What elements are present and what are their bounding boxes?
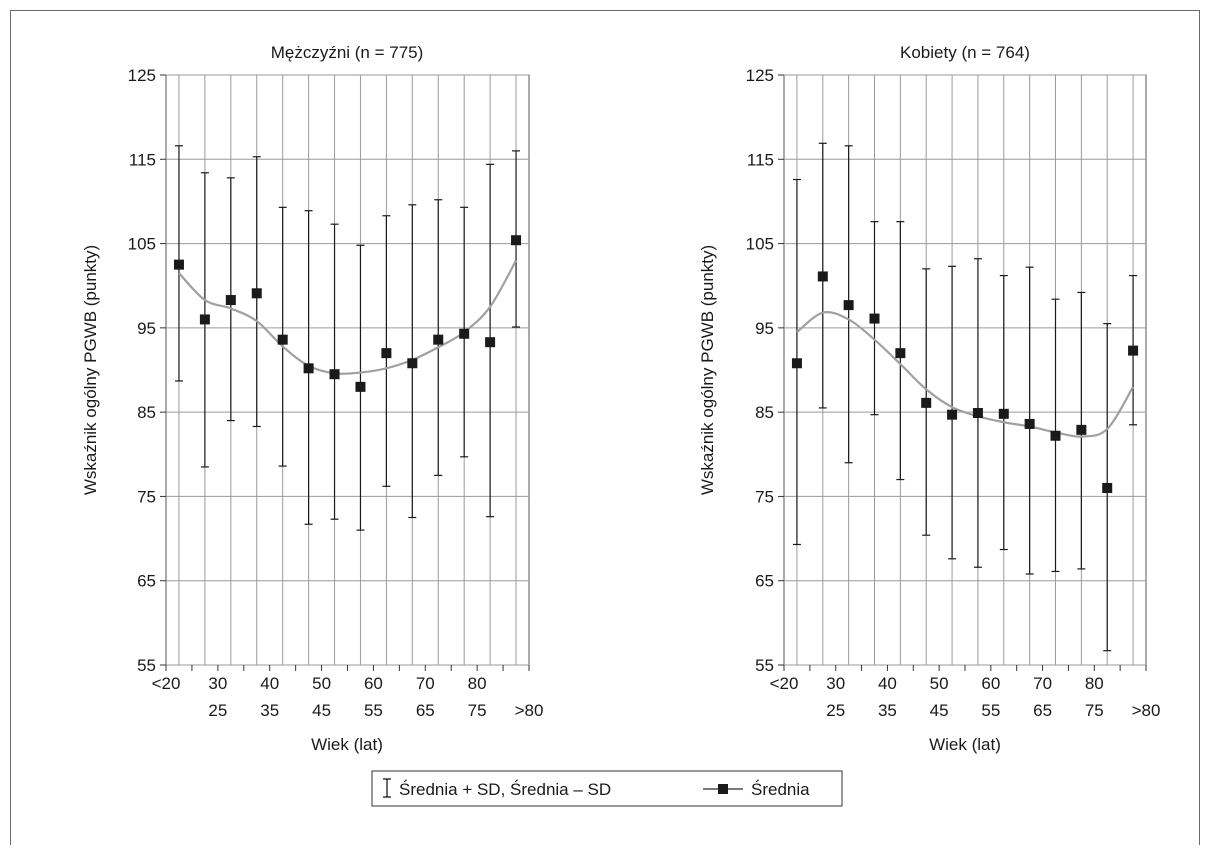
x-tick-label: 50: [312, 674, 331, 693]
legend-label-errorbar: Średnia + SD, Średnia – SD: [399, 780, 611, 799]
x-tick-label: >80: [1132, 701, 1161, 720]
figure-frame: [10, 10, 1200, 845]
plot-area-men: [165, 74, 530, 666]
x-tick-label: 75: [1085, 701, 1104, 720]
x-tick-label: >80: [515, 701, 544, 720]
y-tick-label: 125: [128, 66, 156, 85]
mean-marker: [173, 259, 184, 270]
chart-title-women: Kobiety (n = 764): [900, 43, 1030, 62]
x-tick-label: 65: [416, 701, 435, 720]
x-tick-label: 45: [930, 701, 949, 720]
mean-marker: [459, 328, 470, 339]
x-tick-label: <20: [152, 674, 181, 693]
y-tick-label: 55: [755, 656, 774, 675]
x-tick-label: 40: [260, 674, 279, 693]
mean-marker: [843, 300, 854, 311]
mean-marker: [1128, 345, 1139, 356]
x-axis-label-men: Wiek (lat): [311, 735, 383, 754]
chart-title-men: Mężczyźni (n = 775): [271, 43, 424, 62]
mean-marker: [947, 409, 958, 420]
chart-men: Mężczyźni (n = 775) Wiek (lat) Wskaźnik …: [81, 43, 543, 754]
mean-marker: [225, 295, 236, 306]
mean-marker: [251, 288, 262, 299]
mean-marker: [199, 314, 210, 325]
mean-marker: [998, 408, 1009, 419]
mean-marker: [817, 271, 828, 282]
mean-marker: [303, 363, 314, 374]
y-tick-label: 95: [755, 319, 774, 338]
mean-marker: [1050, 430, 1061, 441]
legend-label-mean: Średnia: [751, 780, 810, 799]
x-tick-label: 80: [468, 674, 487, 693]
mean-marker: [433, 334, 444, 345]
trend-line: [796, 311, 1135, 438]
legend-box: [371, 770, 843, 807]
mean-marker: [1102, 483, 1113, 493]
x-tick-label: 30: [826, 674, 845, 693]
mean-marker: [791, 358, 802, 369]
x-tick-label: 30: [208, 674, 227, 693]
x-tick-label: 70: [1033, 674, 1052, 693]
errorbar-legend-icon: [383, 778, 391, 798]
y-tick-label: 65: [755, 572, 774, 591]
mean-marker: [895, 348, 906, 359]
x-tick-label: 70: [416, 674, 435, 693]
y-tick-label: 115: [747, 150, 774, 169]
y-tick-label: 105: [128, 235, 156, 254]
mean-marker: [869, 313, 880, 324]
mean-marker: [329, 369, 340, 380]
y-tick-label: 95: [137, 319, 156, 338]
mean-marker: [972, 407, 983, 418]
x-axis-label-women: Wiek (lat): [929, 735, 1001, 754]
mean-legend-icon: [703, 784, 743, 794]
legend: Średnia + SD, Średnia – SD Średnia: [371, 770, 843, 807]
x-tick-label: 45: [312, 701, 331, 720]
plot-area-women: [783, 74, 1147, 666]
y-tick-label: 105: [746, 235, 774, 254]
x-tick-label: 50: [930, 674, 949, 693]
mean-marker: [921, 397, 932, 408]
x-tick-label: 25: [208, 701, 227, 720]
mean-marker: [511, 235, 522, 246]
y-tick-label: 85: [137, 403, 156, 422]
x-tick-label: 75: [468, 701, 487, 720]
x-tick-label: 60: [364, 674, 383, 693]
mean-marker: [485, 337, 496, 348]
mean-marker: [277, 334, 288, 345]
x-tick-label: 55: [364, 701, 383, 720]
mean-marker: [1076, 424, 1087, 435]
mean-marker: [1024, 418, 1035, 429]
x-tick-label: 80: [1085, 674, 1104, 693]
x-tick-label: 35: [260, 701, 279, 720]
mean-marker: [407, 358, 418, 369]
x-tick-label: 25: [826, 701, 845, 720]
y-tick-label: 125: [746, 66, 774, 85]
y-axis-label-women: Wskaźnik ogólny PGWB (punkty): [698, 245, 717, 495]
y-tick-label: 85: [755, 403, 774, 422]
x-tick-label: 40: [878, 674, 897, 693]
x-tick-label: 60: [981, 674, 1000, 693]
y-tick-label: 55: [137, 656, 156, 675]
y-axis-label-men: Wskaźnik ogólny PGWB (punkty): [81, 245, 100, 495]
x-tick-label: 65: [1033, 701, 1052, 720]
x-tick-label: <20: [770, 674, 799, 693]
chart-women: Kobiety (n = 764) Wiek (lat) Wskaźnik og…: [698, 43, 1160, 754]
y-tick-label: 115: [129, 150, 156, 169]
x-tick-label: 35: [878, 701, 897, 720]
y-tick-label: 75: [755, 487, 774, 506]
mean-marker: [355, 381, 366, 392]
mean-marker: [381, 348, 392, 359]
y-tick-label: 65: [137, 572, 156, 591]
y-tick-label: 75: [137, 487, 156, 506]
x-tick-label: 55: [981, 701, 1000, 720]
